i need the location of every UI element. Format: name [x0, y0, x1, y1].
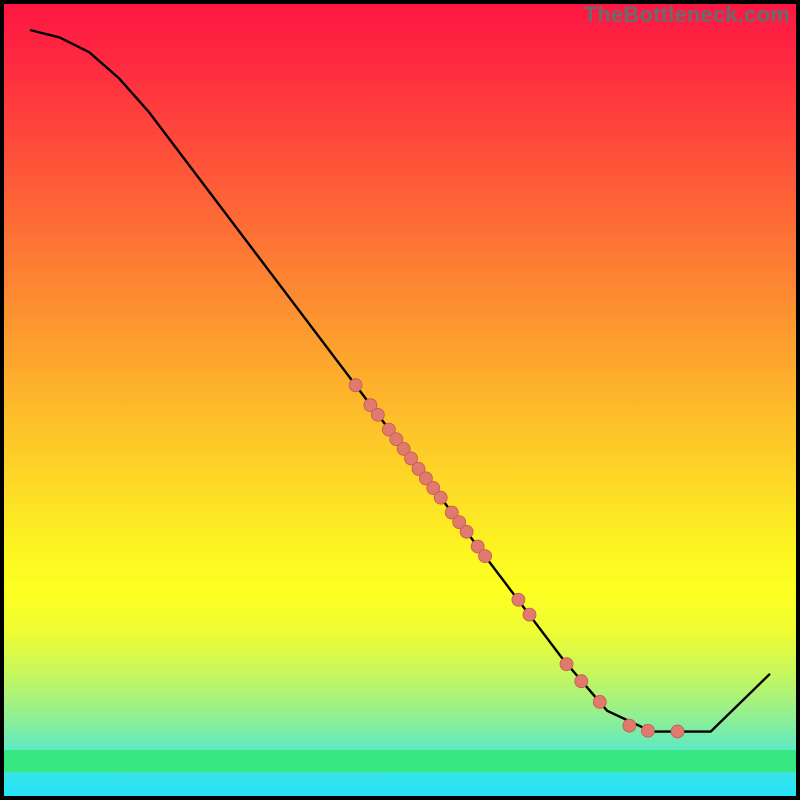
data-marker [641, 724, 654, 737]
optimal-band [4, 750, 796, 772]
data-marker [434, 491, 447, 504]
data-marker [523, 608, 536, 621]
data-marker [593, 695, 606, 708]
data-marker [671, 725, 684, 738]
data-marker [560, 658, 573, 671]
data-marker [623, 719, 636, 732]
bottleneck-chart [0, 0, 800, 800]
data-marker [575, 675, 588, 688]
chart-container: TheBottleneck.com [0, 0, 800, 800]
data-marker [349, 379, 362, 392]
gradient-background [4, 4, 796, 796]
data-marker [460, 525, 473, 538]
data-marker [479, 550, 492, 563]
data-marker [512, 593, 525, 606]
data-marker [371, 408, 384, 421]
